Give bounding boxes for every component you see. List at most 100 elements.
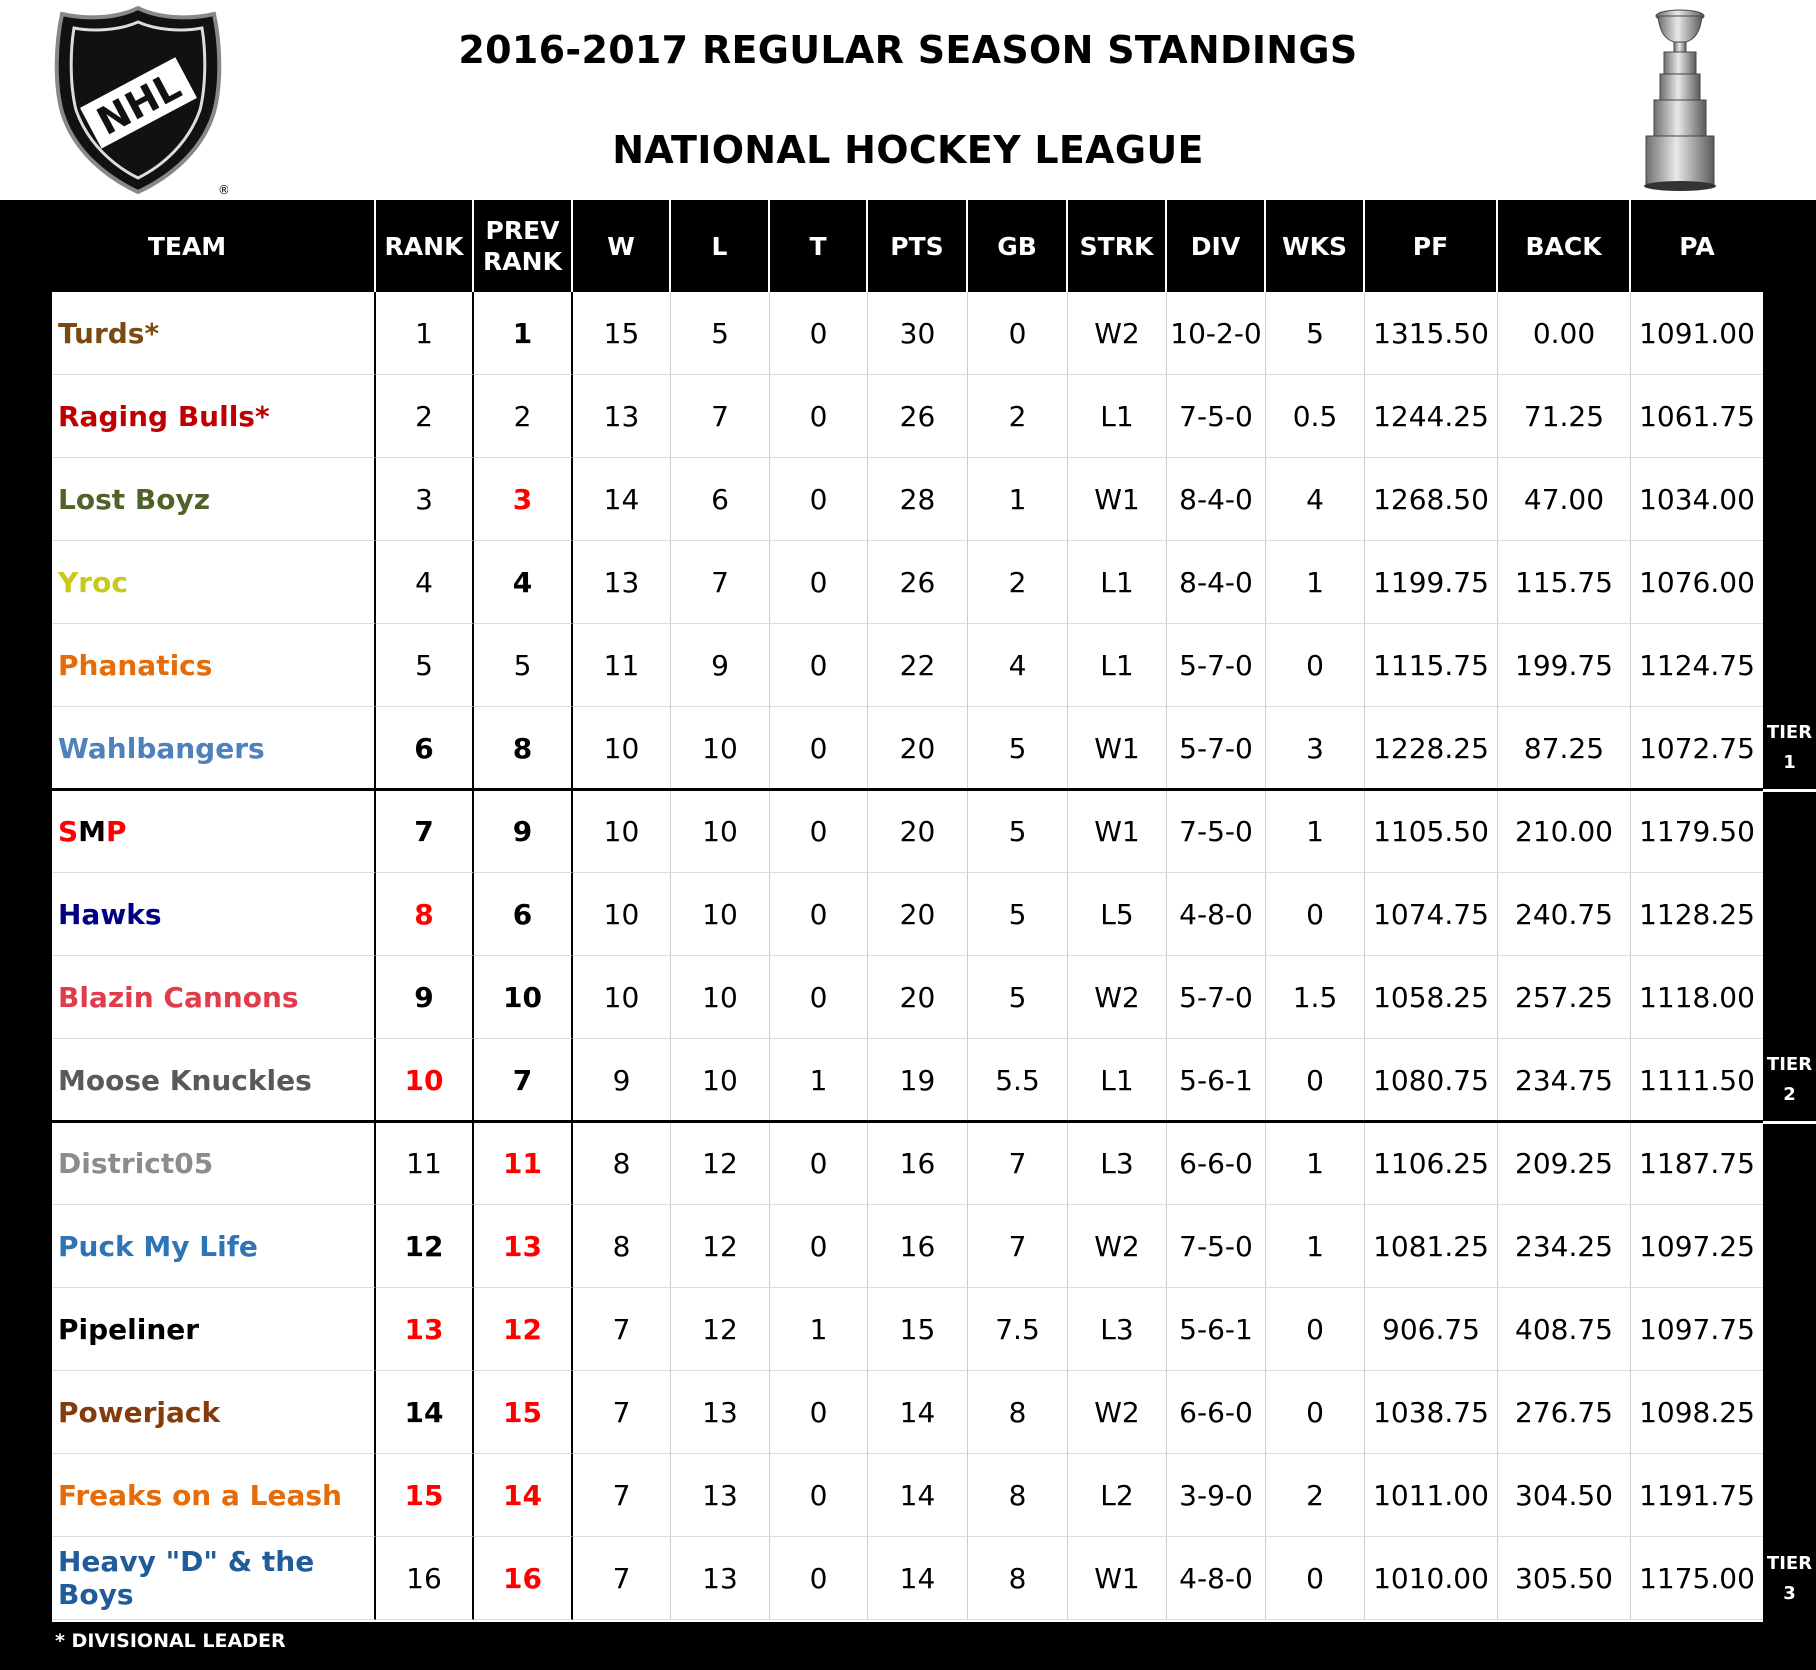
- cell-rank: 12: [376, 1205, 474, 1288]
- cell-back: 47.00: [1498, 458, 1631, 541]
- cell-pa: 1034.00: [1631, 458, 1763, 541]
- cell-pts: 20: [868, 956, 968, 1039]
- cell-rank: 4: [376, 541, 474, 624]
- page-title: 2016-2017 REGULAR SEASON STANDINGS: [458, 28, 1358, 72]
- table-row: Phanatics 5 5 11 9 0 22 4 L1 5-7-0 0 1115.75 199.75 1…: [52, 624, 1763, 707]
- nhl-logo-icon: NHL ®: [54, 5, 228, 197]
- cell-t: 1: [770, 1288, 868, 1371]
- column-header-pts: PTS: [868, 200, 968, 292]
- cell-w: 8: [573, 1205, 671, 1288]
- cell-back: 408.75: [1498, 1288, 1631, 1371]
- cell-w: 9: [573, 1039, 671, 1122]
- cell-gb: 4: [968, 624, 1068, 707]
- cell-div: 4-8-0: [1167, 873, 1266, 956]
- league-title: NATIONAL HOCKEY LEAGUE: [612, 128, 1204, 172]
- cell-wks: 1: [1266, 790, 1365, 873]
- cell-team: Hawks: [52, 873, 376, 956]
- cell-t: 0: [770, 1205, 868, 1288]
- table-row: Freaks on a Leash 15 14 7 13 0 14 8 L2 3-9-0 2 1011…: [52, 1454, 1763, 1537]
- cell-rank: 9: [376, 956, 474, 1039]
- table-row: Heavy "D" & the Boys 16 16 7 13 0 14 8 W1 4-8-0 0 1…: [52, 1537, 1763, 1620]
- cell-team: Blazin Cannons: [52, 956, 376, 1039]
- cell-back: 234.75: [1498, 1039, 1631, 1122]
- cell-pts: 28: [868, 458, 968, 541]
- table-row: Yroc 4 4 13 7 0 26 2 L1 8-4-0 1 1199.75 115.75 1076.0…: [52, 541, 1763, 624]
- cell-prev-rank: 13: [474, 1205, 573, 1288]
- cell-l: 10: [671, 873, 770, 956]
- tier-label-number: 3: [1783, 1583, 1796, 1604]
- cell-prev-rank: 12: [474, 1288, 573, 1371]
- cell-div: 6-6-0: [1167, 1122, 1266, 1205]
- cell-wks: 1: [1266, 1122, 1365, 1205]
- cell-t: 0: [770, 1122, 868, 1205]
- tier-label-text: TIER: [1766, 1553, 1813, 1574]
- cell-wks: 1: [1266, 1205, 1365, 1288]
- cell-w: 10: [573, 790, 671, 873]
- cell-gb: 7.5: [968, 1288, 1068, 1371]
- table-row: Hawks 8 6 10 10 0 20 5 L5 4-8-0 0 1074.75 240.75 1128…: [52, 873, 1763, 956]
- cell-pf: 1228.25: [1365, 707, 1498, 790]
- cell-w: 10: [573, 873, 671, 956]
- cell-rank: 16: [376, 1537, 474, 1620]
- column-header-strk: STRK: [1068, 200, 1167, 292]
- cell-rank: 3: [376, 458, 474, 541]
- cell-div: 5-7-0: [1167, 707, 1266, 790]
- cell-team: District05: [52, 1122, 376, 1205]
- column-header-div: DIV: [1167, 200, 1266, 292]
- column-header-w: W: [573, 200, 671, 292]
- cell-wks: 0.5: [1266, 375, 1365, 458]
- cell-l: 10: [671, 707, 770, 790]
- cell-back: 0.00: [1498, 292, 1631, 375]
- column-header-l: L: [671, 200, 770, 292]
- cell-rank: 6: [376, 707, 474, 790]
- cell-pts: 26: [868, 375, 968, 458]
- cell-pts: 14: [868, 1371, 968, 1454]
- cell-team: Yroc: [52, 541, 376, 624]
- cell-strk: W2: [1068, 1371, 1167, 1454]
- cell-team: Moose Knuckles: [52, 1039, 376, 1122]
- cell-t: 0: [770, 541, 868, 624]
- cell-w: 7: [573, 1371, 671, 1454]
- cell-team: Lost Boyz: [52, 458, 376, 541]
- table-header-row: TEAM RANK PREV RANK W L T PTS GB STRK DI…: [0, 200, 1763, 292]
- cell-w: 11: [573, 624, 671, 707]
- cell-rank: 13: [376, 1288, 474, 1371]
- cell-pa: 1097.25: [1631, 1205, 1763, 1288]
- cell-pts: 14: [868, 1454, 968, 1537]
- cell-gb: 7: [968, 1205, 1068, 1288]
- svg-text:®: ®: [218, 183, 228, 197]
- cell-l: 12: [671, 1288, 770, 1371]
- cell-pa: 1124.75: [1631, 624, 1763, 707]
- cell-pts: 22: [868, 624, 968, 707]
- cell-l: 10: [671, 790, 770, 873]
- cell-wks: 0: [1266, 1371, 1365, 1454]
- cell-team: Powerjack: [52, 1371, 376, 1454]
- cell-pf: 1244.25: [1365, 375, 1498, 458]
- cell-strk: L1: [1068, 375, 1167, 458]
- cell-strk: W2: [1068, 1205, 1167, 1288]
- cell-gb: 5: [968, 873, 1068, 956]
- cell-t: 0: [770, 458, 868, 541]
- cell-prev-rank: 7: [474, 1039, 573, 1122]
- cell-w: 14: [573, 458, 671, 541]
- cell-pts: 30: [868, 292, 968, 375]
- cell-pf: 1081.25: [1365, 1205, 1498, 1288]
- cell-strk: W1: [1068, 458, 1167, 541]
- cell-strk: L3: [1068, 1288, 1167, 1371]
- cell-pa: 1179.50: [1631, 790, 1763, 873]
- column-header-t: T: [770, 200, 868, 292]
- team-name-part: P: [106, 814, 127, 848]
- cell-back: 276.75: [1498, 1371, 1631, 1454]
- cell-gb: 8: [968, 1371, 1068, 1454]
- cell-gb: 5.5: [968, 1039, 1068, 1122]
- cell-div: 5-7-0: [1167, 956, 1266, 1039]
- cell-strk: L3: [1068, 1122, 1167, 1205]
- cell-gb: 5: [968, 790, 1068, 873]
- cell-strk: L1: [1068, 624, 1167, 707]
- cell-t: 0: [770, 790, 868, 873]
- cell-pa: 1097.75: [1631, 1288, 1763, 1371]
- cell-t: 0: [770, 1537, 868, 1620]
- cell-rank: 10: [376, 1039, 474, 1122]
- cell-t: 0: [770, 1371, 868, 1454]
- cell-t: 0: [770, 956, 868, 1039]
